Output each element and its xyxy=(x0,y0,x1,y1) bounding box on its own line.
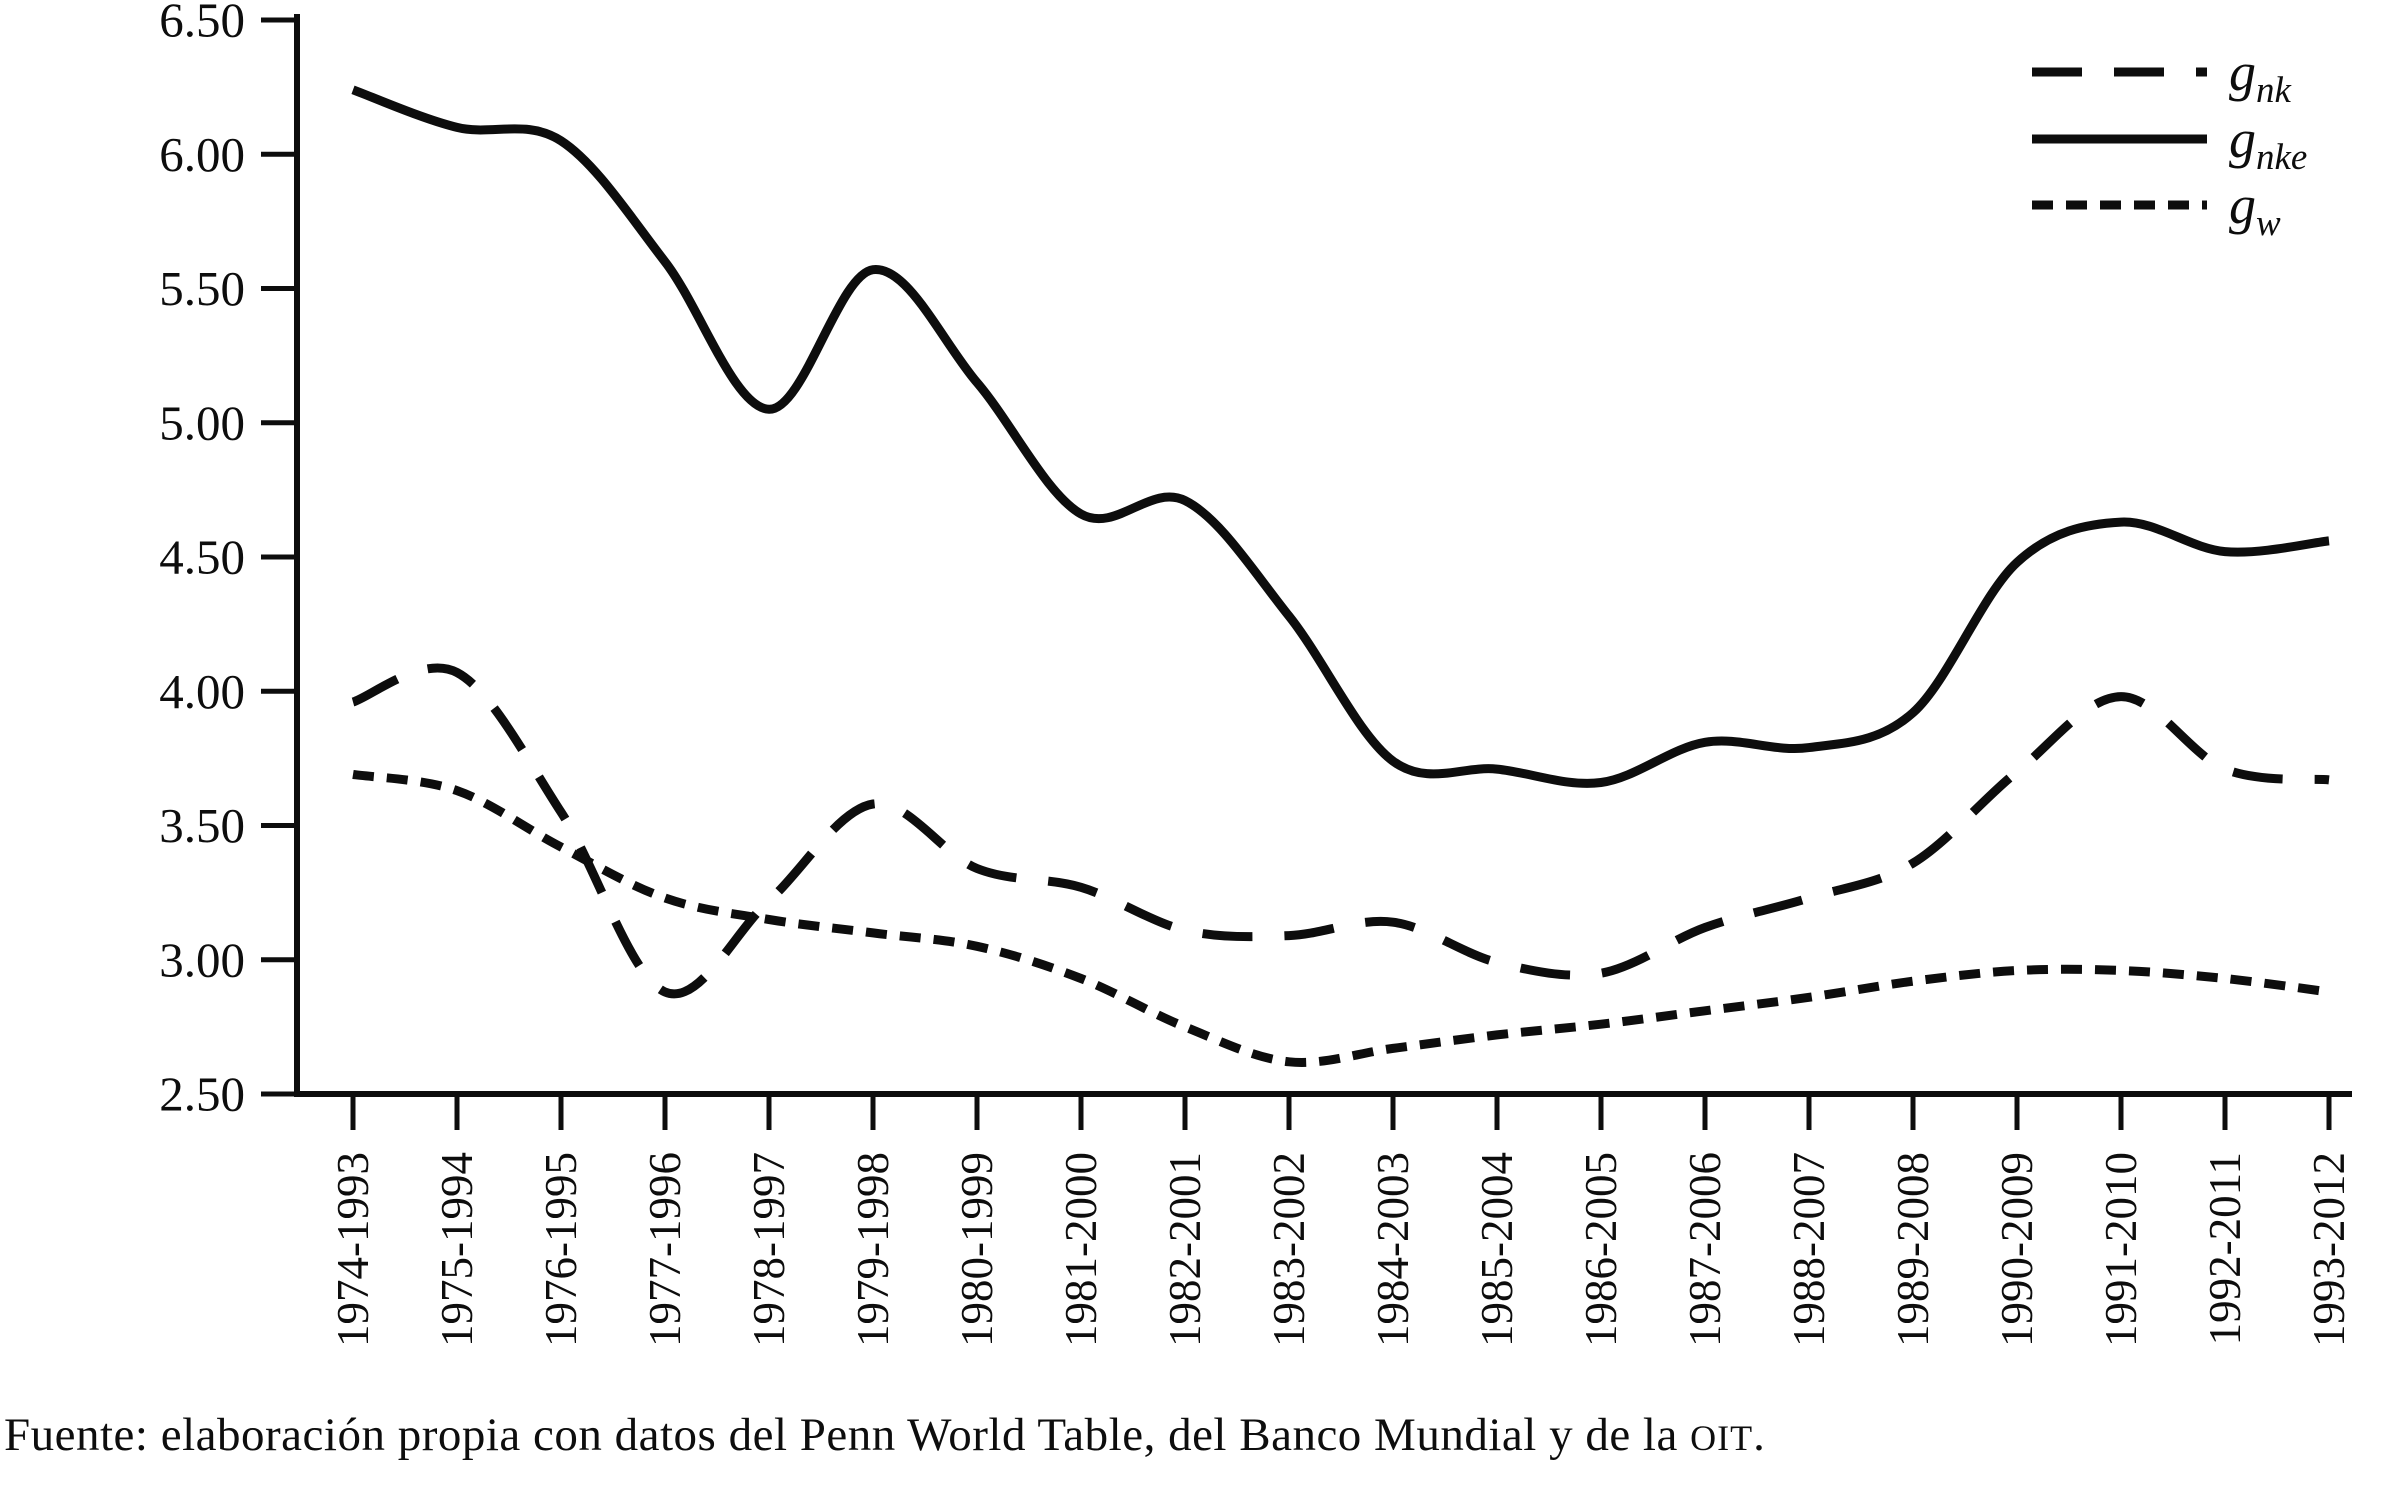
x-axis-tick-label: 1983-2002 xyxy=(1264,1152,1314,1347)
x-axis-tick-label: 1980-1999 xyxy=(952,1152,1002,1347)
x-axis-tick-label: 1990-2009 xyxy=(1992,1152,2042,1347)
source-caption: Fuente: elaboración propia con datos del… xyxy=(4,1408,2384,1462)
x-axis-tick-label: 1993-2012 xyxy=(2304,1152,2354,1347)
series-line-g_nke xyxy=(351,85,2330,788)
legend-item-g_nke: gnke xyxy=(2032,109,2307,178)
x-axis-tick-label: 1986-2005 xyxy=(1576,1152,1626,1347)
y-axis-tick-label: 3.50 xyxy=(159,798,245,853)
y-axis-tick-label: 5.50 xyxy=(159,261,245,316)
x-axis-tick-label: 1976-1995 xyxy=(536,1152,586,1347)
x-axis-tick-label: 1978-1997 xyxy=(744,1152,794,1347)
x-axis-tick-label: 1982-2001 xyxy=(1160,1152,1210,1347)
x-axis-tick-label: 1977-1996 xyxy=(640,1152,690,1347)
legend-label-g_nke: gnke xyxy=(2229,109,2307,178)
chart-canvas: 2.50 3.00 3.50 4.00 4.50 5.00 5.50 6.00 6.50 1974… xyxy=(159,0,2354,1347)
y-axis-tick-label: 6.50 xyxy=(159,0,245,48)
x-axis-tick-label: 1987-2006 xyxy=(1680,1152,1730,1347)
x-axis-tick-label: 1981-2000 xyxy=(1056,1152,1106,1347)
y-axis-tick-label: 3.00 xyxy=(159,932,245,987)
x-axis-tick-label: 1975-1994 xyxy=(432,1152,482,1347)
x-axis-tick-label: 1989-2008 xyxy=(1888,1152,1938,1347)
y-axis-tick-label: 4.00 xyxy=(159,664,245,719)
legend-item-g_nk: gnk xyxy=(2032,42,2292,111)
x-axis-tick-label: 1985-2004 xyxy=(1472,1152,1522,1347)
x-axis-tick-label: 1988-2007 xyxy=(1784,1152,1834,1347)
series-line-g_w xyxy=(352,770,2330,1067)
y-axis-tick-label: 2.50 xyxy=(159,1067,245,1122)
y-axis-tick-label: 4.50 xyxy=(159,530,245,585)
legend-item-g_w: gw xyxy=(2032,175,2281,244)
y-axis-tick-label: 6.00 xyxy=(159,127,245,182)
y-axis-tick-label: 5.00 xyxy=(159,395,245,450)
legend-label-g_nk: gnk xyxy=(2229,42,2292,111)
source-caption-acronym: oit xyxy=(1690,1418,1754,1458)
source-caption-text: Fuente: elaboración propia con datos del… xyxy=(4,1409,1691,1461)
x-axis-tick-label: 1992-2011 xyxy=(2200,1152,2250,1345)
x-axis-tick-label: 1974-1993 xyxy=(328,1152,378,1347)
x-axis-tick-label: 1991-2010 xyxy=(2096,1152,2146,1347)
source-caption-period: . xyxy=(1753,1409,1766,1461)
x-axis-tick-label: 1984-2003 xyxy=(1368,1152,1418,1347)
series-line-g_nk xyxy=(351,663,2330,999)
x-axis-tick-label: 1979-1998 xyxy=(848,1152,898,1347)
legend-label-g_w: gw xyxy=(2229,175,2281,244)
